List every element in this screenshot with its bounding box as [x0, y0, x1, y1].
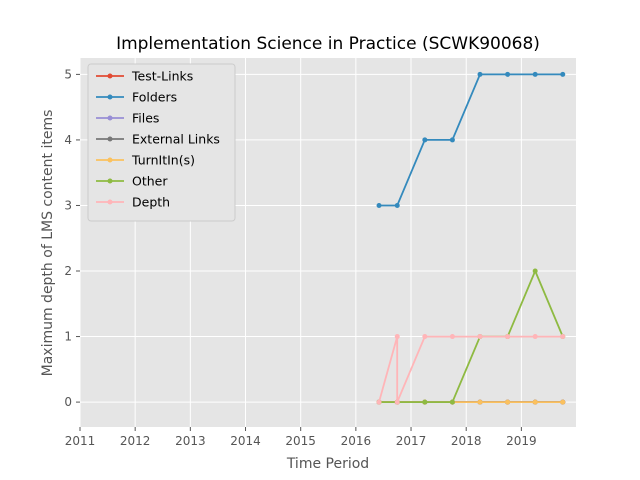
legend-item: TurnItIn(s): [96, 153, 195, 168]
legend-marker: [107, 178, 113, 184]
y-tick-label: 3: [64, 198, 72, 212]
legend-item: Folders: [96, 90, 177, 105]
data-point: [422, 399, 428, 405]
legend-label: External Links: [132, 132, 220, 147]
data-point: [394, 334, 400, 340]
x-tick-label: 2014: [230, 434, 261, 448]
x-tick-label: 2019: [506, 434, 537, 448]
x-tick-label: 2017: [396, 434, 427, 448]
data-point: [477, 71, 483, 77]
legend-label: Other: [132, 174, 168, 189]
data-point: [505, 334, 511, 340]
legend: Test-Links Folders Files External Links Turn…: [87, 63, 236, 222]
data-point: [449, 334, 455, 340]
data-point: [477, 399, 483, 405]
y-tick-label: 1: [64, 330, 72, 344]
legend-marker: [107, 115, 113, 121]
data-point: [505, 71, 511, 77]
x-tick-label: 2013: [175, 434, 206, 448]
data-point: [477, 334, 483, 340]
x-tick-label: 2016: [341, 434, 372, 448]
legend-item: Test-Links: [96, 69, 193, 84]
series-line: [379, 73, 563, 207]
data-point: [376, 202, 382, 208]
data-point: [422, 334, 428, 340]
x-tick-label: 2012: [120, 434, 151, 448]
data-point: [505, 399, 511, 405]
legend-label: TurnItIn(s): [131, 153, 195, 168]
data-point: [376, 399, 382, 405]
legend-label: Test-Links: [131, 69, 193, 84]
legend-item: External Links: [96, 132, 220, 147]
data-point: [532, 399, 538, 405]
series-line: [379, 268, 564, 404]
tick-labels: 2011 2012 2013 2014 2015 2016 2017 2018 2019 0 1 2 3…: [64, 67, 536, 448]
data-point: [394, 202, 400, 208]
data-point: [449, 137, 455, 143]
series-layer: [376, 71, 566, 405]
x-tick-label: 2018: [451, 434, 482, 448]
y-tick-label: 2: [64, 264, 72, 278]
series-depth: [376, 334, 566, 405]
data-point: [560, 334, 566, 340]
legend-marker: [107, 199, 113, 205]
legend-marker: [107, 94, 113, 100]
data-point: [560, 399, 566, 405]
y-tick-label: 0: [64, 395, 72, 409]
x-axis-label: Time Period: [286, 456, 369, 472]
data-point: [532, 268, 538, 274]
legend-item: Depth: [96, 195, 170, 210]
legend-marker: [107, 136, 113, 142]
data-point: [449, 399, 455, 405]
x-tick-label: 2015: [285, 434, 316, 448]
legend-label: Depth: [132, 195, 170, 210]
chart-title: Implementation Science in Practice (SCWK…: [116, 34, 540, 54]
legend-label: Folders: [132, 90, 177, 105]
legend-box: [87, 63, 236, 222]
y-tick-label: 4: [64, 133, 72, 147]
y-axis-label: Maximum depth of LMS content items: [40, 110, 56, 377]
legend-item: Files: [96, 111, 159, 126]
y-tick-label: 5: [64, 67, 72, 81]
series-folders: [376, 71, 566, 208]
data-point: [560, 71, 566, 77]
data-point: [532, 334, 538, 340]
legend-item: Other: [96, 174, 168, 189]
legend-marker: [107, 73, 113, 79]
data-point: [422, 137, 428, 143]
data-point: [394, 399, 400, 405]
data-point: [532, 71, 538, 77]
legend-marker: [107, 157, 113, 163]
legend-label: Files: [132, 111, 159, 126]
x-tick-label: 2011: [65, 434, 96, 448]
